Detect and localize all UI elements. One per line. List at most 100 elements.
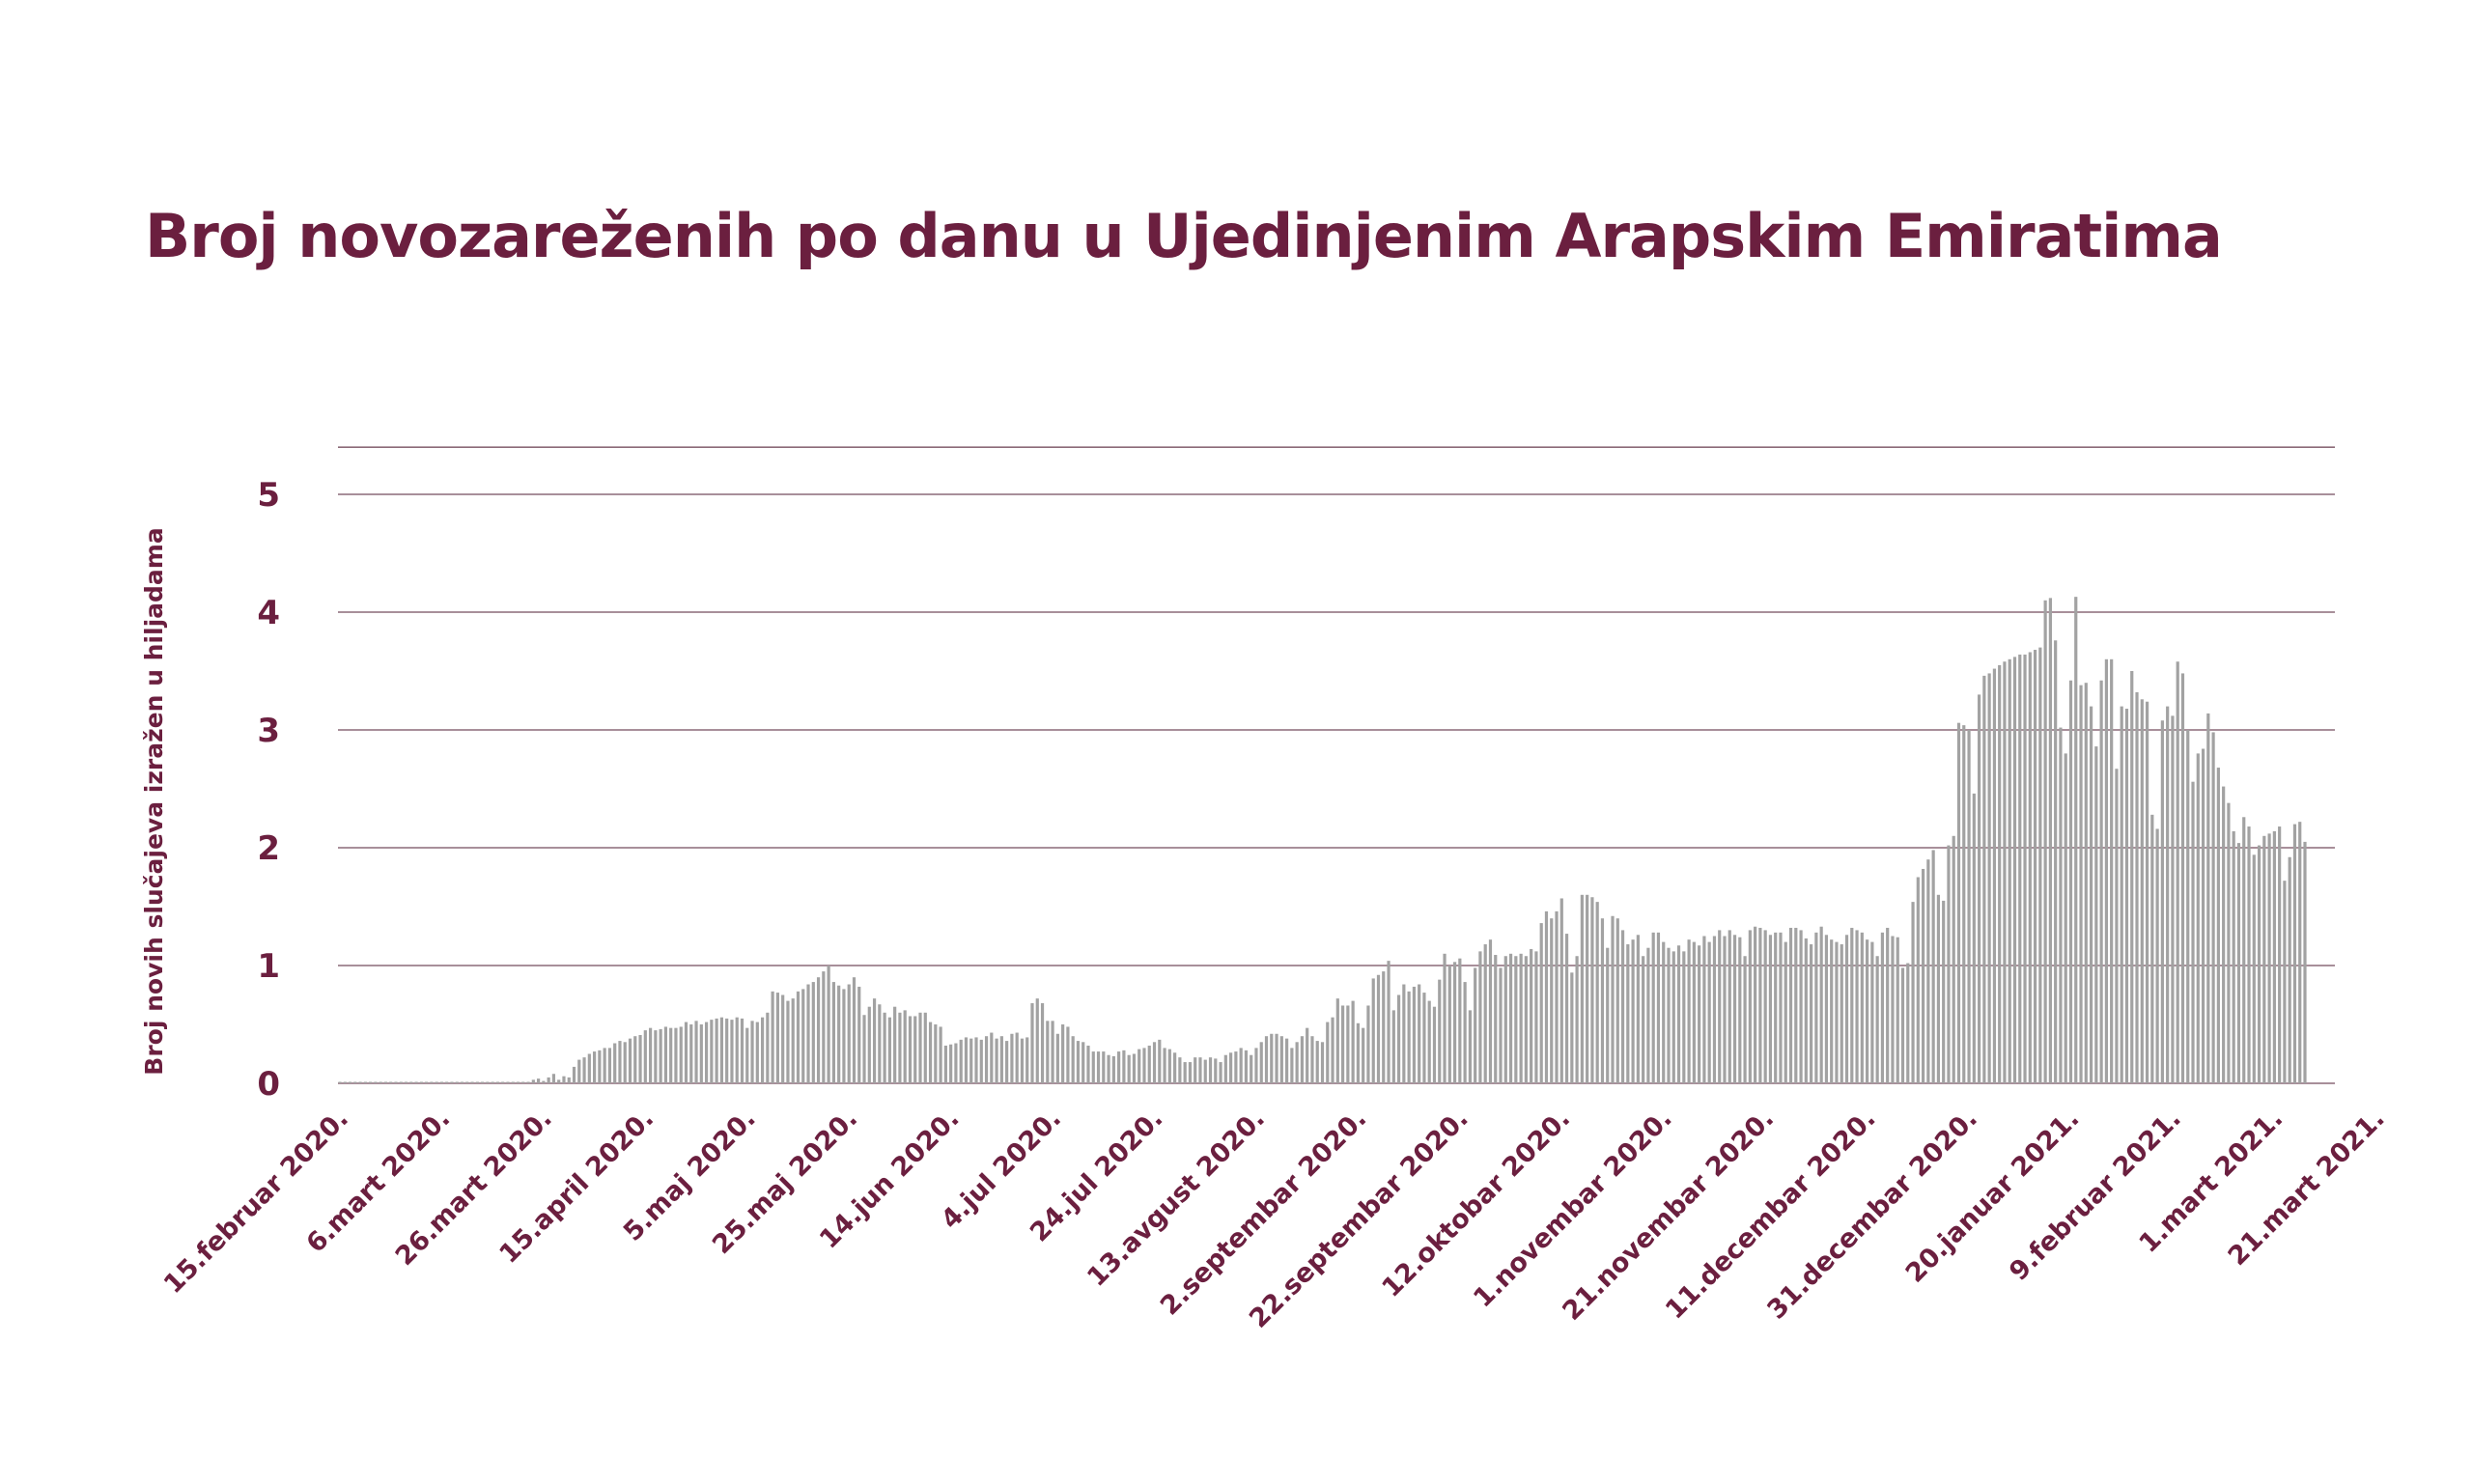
bar <box>878 1004 882 1083</box>
bar <box>379 1081 382 1083</box>
bar <box>353 1081 357 1083</box>
bar <box>1452 962 1457 1083</box>
bar <box>730 1020 734 1083</box>
bar <box>1071 1036 1075 1083</box>
bar <box>1142 1048 1146 1083</box>
bar <box>1015 1032 1019 1083</box>
bar <box>1646 947 1650 1083</box>
bar <box>450 1081 454 1083</box>
bar <box>2008 658 2011 1083</box>
bar <box>1076 1041 1081 1083</box>
bar <box>2033 650 2037 1083</box>
y-tick-label: 0 <box>257 1065 280 1104</box>
bar <box>633 1036 637 1083</box>
bar <box>771 991 774 1083</box>
x-tick-label: 12.oktobar 2020. <box>1376 1104 1576 1303</box>
bar <box>872 998 877 1083</box>
bar <box>1936 894 1941 1083</box>
bar <box>1931 850 1935 1083</box>
bar <box>1040 1003 1045 1083</box>
bar <box>1784 941 1787 1083</box>
bar <box>587 1053 591 1083</box>
bar <box>2150 814 2154 1083</box>
bar <box>562 1076 566 1083</box>
bar <box>1315 1041 1319 1083</box>
bar <box>404 1081 408 1083</box>
y-tick-label: 3 <box>257 712 280 750</box>
bar <box>1840 944 1843 1083</box>
bar <box>1794 927 1798 1083</box>
bar <box>1723 936 1727 1083</box>
bar <box>2196 753 2200 1083</box>
bar <box>2028 652 2032 1083</box>
bar <box>2303 841 2307 1083</box>
bar <box>2120 706 2123 1083</box>
bar <box>1111 1055 1115 1083</box>
bar <box>486 1081 490 1083</box>
bar <box>1458 958 1462 1083</box>
bar <box>1061 1024 1065 1083</box>
bar <box>537 1078 541 1083</box>
bar <box>2099 680 2103 1083</box>
bar <box>867 1006 871 1083</box>
bar <box>2038 647 2042 1083</box>
bar <box>1550 918 1554 1083</box>
bar <box>1499 967 1503 1083</box>
bar <box>516 1081 520 1083</box>
bar <box>964 1037 969 1083</box>
bar <box>1508 953 1513 1083</box>
bar <box>2043 600 2047 1083</box>
bar <box>1147 1045 1151 1083</box>
bar <box>796 991 801 1083</box>
bar <box>1844 935 1849 1083</box>
bar <box>2176 661 2179 1083</box>
bar <box>1891 936 1895 1083</box>
bar <box>842 989 846 1083</box>
bar <box>679 1026 683 1083</box>
bar <box>613 1043 617 1083</box>
bar <box>598 1050 602 1083</box>
bar <box>2236 843 2241 1083</box>
bar <box>607 1048 612 1083</box>
bar <box>2278 826 2282 1083</box>
bar <box>2064 753 2067 1083</box>
bar <box>1427 1000 1431 1083</box>
bar <box>908 1016 913 1083</box>
bar <box>1203 1059 1207 1083</box>
bar <box>338 1081 342 1083</box>
bar <box>521 1081 525 1083</box>
bar <box>557 1079 561 1083</box>
bar <box>2130 671 2134 1083</box>
bar <box>1982 675 1986 1083</box>
bar <box>1046 1021 1050 1083</box>
bar <box>2089 706 2093 1083</box>
bar <box>949 1044 953 1083</box>
bar <box>883 1012 886 1083</box>
bar <box>1239 1048 1243 1083</box>
bar <box>567 1077 571 1083</box>
bar <box>2124 709 2129 1083</box>
bar <box>1468 1010 1472 1083</box>
bar <box>1804 938 1808 1083</box>
bar <box>2272 830 2276 1083</box>
bar <box>1850 927 1854 1083</box>
bar <box>2079 685 2083 1083</box>
bar <box>954 1043 958 1083</box>
bar <box>2074 597 2078 1083</box>
bar <box>2155 828 2159 1083</box>
bar <box>1229 1052 1233 1083</box>
bar <box>2084 683 2088 1083</box>
bar <box>1738 937 1742 1083</box>
bar <box>363 1081 367 1083</box>
bar <box>1402 984 1406 1083</box>
bar <box>551 1074 556 1083</box>
bar <box>1824 935 1829 1083</box>
bar <box>1371 978 1375 1083</box>
bar <box>2257 845 2261 1083</box>
bar <box>1107 1054 1110 1083</box>
bar <box>1799 930 1803 1083</box>
bar <box>1636 935 1640 1083</box>
bar <box>939 1026 942 1083</box>
x-tick-label: 13.avgust 2020. <box>1082 1104 1271 1293</box>
bar <box>1030 1003 1034 1083</box>
